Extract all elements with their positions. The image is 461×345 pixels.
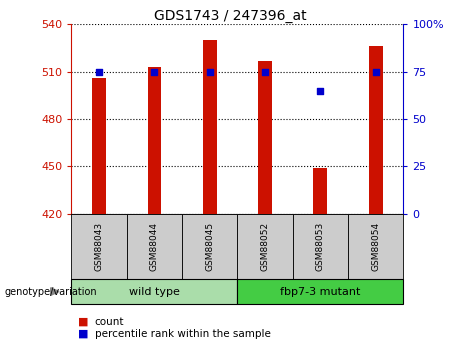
Text: ■: ■ xyxy=(78,317,88,326)
Bar xyxy=(313,168,327,214)
Point xyxy=(95,69,103,74)
Bar xyxy=(258,60,272,214)
Text: GSM88053: GSM88053 xyxy=(316,222,325,271)
Text: GSM88043: GSM88043 xyxy=(95,222,104,271)
Point xyxy=(151,69,158,74)
Text: GSM88044: GSM88044 xyxy=(150,222,159,271)
Bar xyxy=(203,40,217,214)
Text: GSM88045: GSM88045 xyxy=(205,222,214,271)
Point xyxy=(372,69,379,74)
Text: GDS1743 / 247396_at: GDS1743 / 247396_at xyxy=(154,9,307,23)
Text: count: count xyxy=(95,317,124,326)
Point xyxy=(317,88,324,93)
Bar xyxy=(92,78,106,214)
Point xyxy=(261,69,269,74)
Text: GSM88054: GSM88054 xyxy=(371,222,380,271)
Point xyxy=(206,69,213,74)
Text: genotype/variation: genotype/variation xyxy=(5,287,97,296)
Text: GSM88052: GSM88052 xyxy=(260,222,270,271)
Bar xyxy=(148,67,161,214)
Bar xyxy=(369,46,383,214)
Text: fbp7-3 mutant: fbp7-3 mutant xyxy=(280,287,361,296)
Text: wild type: wild type xyxy=(129,287,180,296)
Text: percentile rank within the sample: percentile rank within the sample xyxy=(95,329,271,339)
Text: ■: ■ xyxy=(78,329,88,339)
